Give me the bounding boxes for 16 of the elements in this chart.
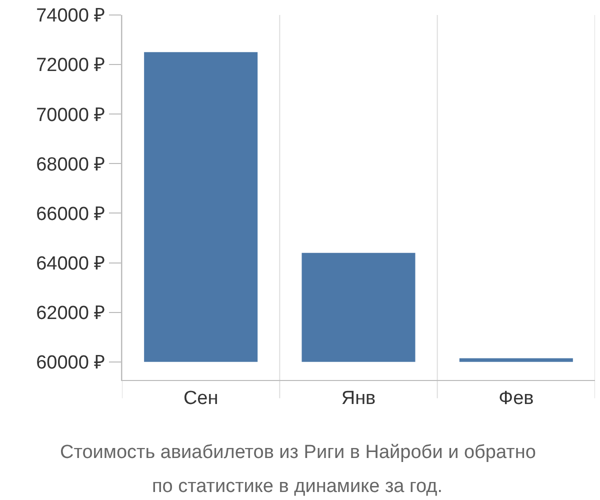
bar [144, 52, 258, 362]
bar [302, 252, 416, 362]
y-tick-label: 74000 ₽ [36, 6, 106, 27]
y-tick-label: 70000 ₽ [36, 104, 106, 126]
y-tick-label: 68000 ₽ [36, 154, 106, 176]
y-tick-label: 72000 ₽ [36, 55, 106, 76]
x-tick-label: Янв [341, 388, 376, 409]
y-tick-label: 64000 ₽ [36, 253, 106, 274]
bar [459, 358, 573, 362]
text: по статистике в динамике за год. [152, 476, 443, 497]
y-tick-label: 62000 ₽ [36, 303, 106, 324]
text: Стоимость авиабилетов из Риги в Найроби и обратно [60, 442, 536, 463]
y-tick-label: 60000 ₽ [36, 352, 106, 374]
x-tick-label: Сен [183, 388, 218, 409]
y-tick-label: 66000 ₽ [36, 204, 106, 225]
x-tick-label: Фев [498, 388, 534, 409]
